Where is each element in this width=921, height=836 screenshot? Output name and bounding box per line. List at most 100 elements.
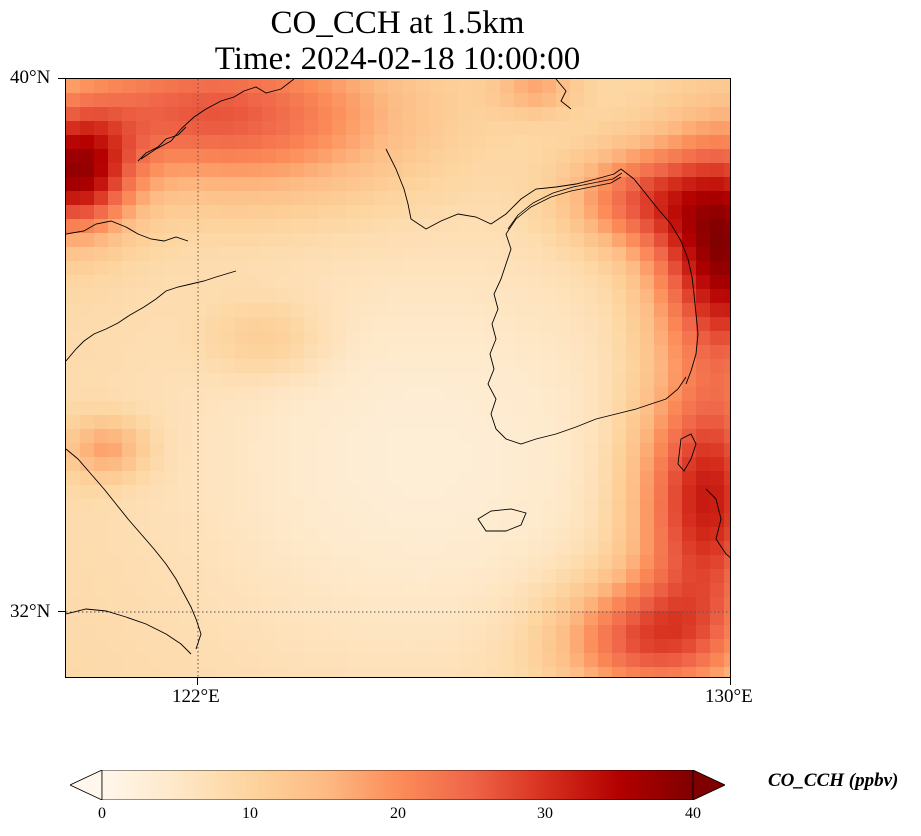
field-cell — [584, 373, 599, 388]
field-cell — [696, 135, 711, 150]
field-cell — [248, 79, 263, 94]
field-cell — [416, 121, 431, 136]
field-cell — [430, 93, 445, 108]
field-cell — [486, 261, 501, 276]
field-cell — [556, 233, 571, 248]
field-cell — [542, 415, 557, 430]
field-cell — [374, 303, 389, 318]
field-cell — [80, 387, 95, 402]
field-cell — [416, 191, 431, 206]
field-cell — [136, 261, 151, 276]
field-cell — [486, 639, 501, 654]
map-subtitle-time: Time: 2024-02-18 10:00:00 — [214, 41, 581, 77]
field-cell — [710, 289, 725, 304]
field-cell — [668, 121, 683, 136]
field-cell — [220, 317, 235, 332]
field-cell — [570, 121, 585, 136]
field-cell — [710, 79, 725, 94]
field-cell — [318, 527, 333, 542]
field-cell — [696, 303, 711, 318]
field-cell — [164, 317, 179, 332]
field-cell — [654, 415, 669, 430]
field-cell — [136, 177, 151, 192]
field-cell — [528, 499, 543, 514]
field-cell — [626, 289, 641, 304]
field-cell — [556, 331, 571, 346]
field-cell — [514, 625, 529, 640]
field-cell — [66, 289, 81, 304]
field-cell — [248, 205, 263, 220]
field-cell — [360, 107, 375, 122]
field-cell — [136, 275, 151, 290]
field-cell — [500, 429, 515, 444]
field-cell — [150, 177, 165, 192]
field-cell — [318, 303, 333, 318]
field-cell — [724, 373, 730, 388]
field-cell — [514, 401, 529, 416]
field-cell — [570, 583, 585, 598]
field-cell — [724, 611, 730, 626]
field-cell — [80, 415, 95, 430]
field-cell — [584, 121, 599, 136]
field-cell — [122, 541, 137, 556]
field-cell — [136, 359, 151, 374]
field-cell — [612, 527, 627, 542]
field-cell — [710, 471, 725, 486]
field-cell — [276, 457, 291, 472]
field-cell — [290, 653, 305, 668]
field-cell — [318, 317, 333, 332]
field-cell — [192, 429, 207, 444]
field-cell — [262, 121, 277, 136]
field-cell — [332, 317, 347, 332]
field-cell — [332, 261, 347, 276]
field-cell — [108, 205, 123, 220]
field-cell — [710, 135, 725, 150]
field-cell — [584, 401, 599, 416]
field-cell — [290, 457, 305, 472]
field-cell — [528, 597, 543, 612]
field-cell — [220, 527, 235, 542]
field-cell — [402, 429, 417, 444]
field-cell — [374, 135, 389, 150]
field-cell — [486, 429, 501, 444]
field-cell — [388, 121, 403, 136]
field-cell — [136, 485, 151, 500]
field-cell — [388, 149, 403, 164]
field-cell — [178, 289, 193, 304]
field-cell — [346, 583, 361, 598]
field-cell — [458, 261, 473, 276]
field-cell — [696, 261, 711, 276]
field-cell — [472, 135, 487, 150]
field-cell — [346, 485, 361, 500]
field-cell — [276, 513, 291, 528]
field-cell — [290, 233, 305, 248]
field-cell — [724, 317, 730, 332]
field-cell — [262, 583, 277, 598]
field-cell — [276, 401, 291, 416]
field-cell — [612, 373, 627, 388]
field-cell — [458, 331, 473, 346]
field-cell — [220, 443, 235, 458]
field-cell — [514, 541, 529, 556]
field-cell — [164, 457, 179, 472]
field-cell — [430, 135, 445, 150]
field-cell — [640, 387, 655, 402]
field-cell — [668, 415, 683, 430]
field-cell — [346, 429, 361, 444]
field-cell — [94, 485, 109, 500]
field-cell — [304, 373, 319, 388]
field-cell — [276, 597, 291, 612]
field-cell — [178, 79, 193, 94]
field-cell — [276, 275, 291, 290]
field-cell — [542, 513, 557, 528]
field-cell — [654, 541, 669, 556]
field-cell — [290, 275, 305, 290]
field-cell — [94, 583, 109, 598]
field-cell — [682, 205, 697, 220]
field-cell — [612, 597, 627, 612]
field-cell — [262, 177, 277, 192]
field-cell — [626, 443, 641, 458]
field-cell — [304, 639, 319, 654]
field-cell — [290, 247, 305, 262]
field-cell — [542, 205, 557, 220]
